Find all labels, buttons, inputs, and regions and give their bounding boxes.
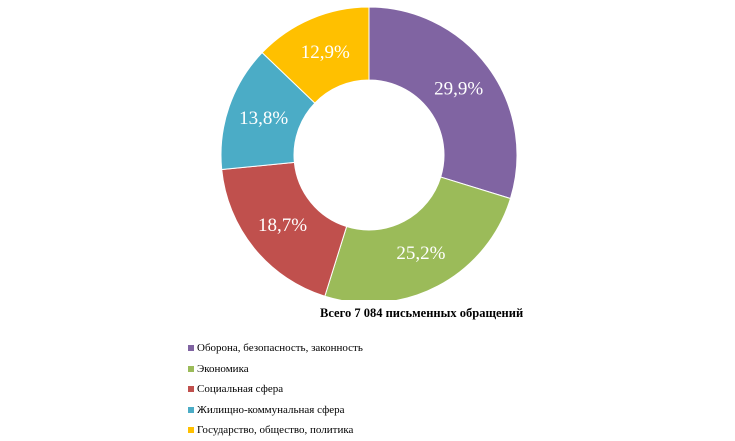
legend-item: Оборона, безопасность, законность — [188, 338, 363, 358]
slice-value-label: 12,9% — [301, 42, 350, 63]
legend-label: Государство, общество, политика — [197, 424, 354, 437]
chart-caption: Всего 7 084 письменных обращений — [320, 306, 524, 320]
legend-swatch — [188, 406, 194, 413]
doughnut-slice — [368, 6, 518, 200]
slice-value-label: 18,7% — [258, 215, 307, 236]
legend-label: Экономика — [197, 362, 249, 375]
slice-value-label: 29,9% — [434, 78, 483, 99]
legend-item: Социальная сфера — [188, 379, 363, 399]
doughnut-slice — [221, 161, 348, 297]
doughnut-chart: 29,9% 25,2% 18,7% 13,8% 12,9% — [220, 6, 518, 300]
doughnut-slice — [324, 176, 512, 300]
legend-swatch — [188, 427, 194, 434]
legend-swatch — [188, 365, 194, 372]
legend-item: Жилищно-коммунальная сфера — [188, 400, 363, 420]
doughnut-slice — [261, 6, 370, 104]
legend-item: Государство, общество, политика — [188, 420, 363, 440]
legend-swatch — [188, 386, 194, 393]
legend-label: Социальная сфера — [197, 383, 284, 396]
legend-swatch — [188, 345, 194, 351]
legend-label: Оборона, безопасность, законность — [197, 342, 363, 354]
legend-label: Жилищно-коммунальная сфера — [197, 403, 345, 416]
slice-value-label: 13,8% — [239, 108, 288, 129]
chart-legend: Оборона, безопасность, законность Эконом… — [188, 338, 363, 441]
legend-item: Экономика — [188, 359, 363, 379]
slice-value-label: 25,2% — [396, 243, 445, 264]
